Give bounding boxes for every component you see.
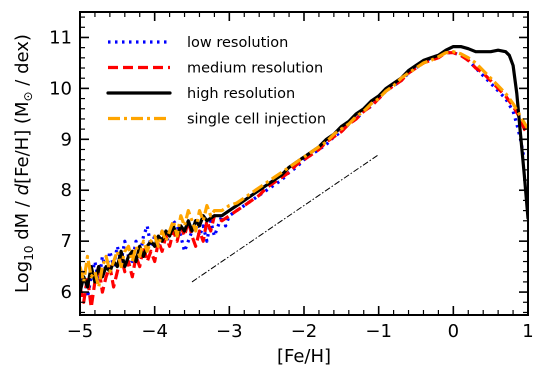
reference-slope-line [191, 154, 379, 283]
legend: low resolution medium resolution high reso… [106, 35, 326, 128]
y-label-per-dex: / dex) [12, 34, 33, 91]
ticks-layer: −5 −4 −3 −2 −1 0 1 6 7 8 9 10 11 [49, 12, 534, 342]
plot-frame [79, 11, 529, 316]
x-axis-label: [Fe/H] [277, 346, 331, 367]
y-tick-label: 11 [49, 27, 72, 48]
series-line-high-resolution [80, 45, 528, 294]
x-tick-label: −3 [216, 321, 243, 342]
y-tick-label: 6 [61, 282, 72, 303]
legend-label: low resolution [187, 35, 288, 51]
x-tick-label: −2 [291, 321, 318, 342]
x-tick-label: −1 [365, 321, 392, 342]
legend-label: medium resolution [187, 61, 323, 77]
series-line-single-cell-injection [80, 50, 528, 289]
series-line-low-resolution [80, 51, 526, 299]
x-tick-label: −5 [67, 321, 94, 342]
x-tick-label: 0 [448, 321, 459, 342]
legend-label: high resolution [187, 86, 295, 102]
y-axis-label: Log10 dM / d[Fe/H] (M⊙ / dex) [12, 34, 36, 293]
y-tick-label: 7 [61, 231, 72, 252]
series-line-medium-resolution [80, 51, 528, 309]
series-layer [80, 45, 528, 309]
y-tick-label: 9 [61, 129, 72, 150]
y-tick-label: 8 [61, 180, 72, 201]
x-tick-label: −4 [141, 321, 168, 342]
legend-label: single cell injection [187, 112, 326, 128]
y-tick-label: 10 [49, 78, 72, 99]
y-label-dm: dM / [12, 195, 33, 245]
y-label-log: Log [12, 261, 33, 293]
y-label-d: d [12, 183, 33, 195]
y-label-subscript: 10 [22, 246, 36, 261]
y-label-unit: [Fe/H] (M [12, 102, 33, 184]
x-tick-label: 1 [522, 321, 533, 342]
y-label-sun-symbol: ⊙ [21, 91, 35, 101]
